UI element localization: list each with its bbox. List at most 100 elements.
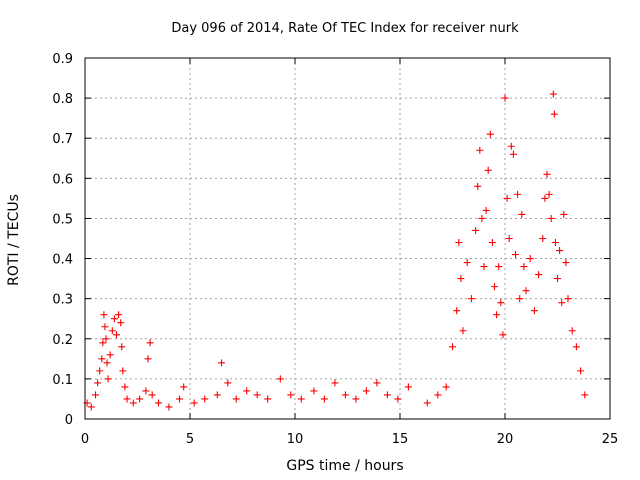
x-axis-title: GPS time / hours: [286, 458, 403, 474]
data-point: [572, 343, 580, 351]
data-point: [516, 295, 524, 303]
data-point: [488, 239, 496, 247]
data-point: [423, 399, 431, 407]
data-point: [449, 343, 456, 351]
data-point: [287, 391, 295, 399]
data-point: [142, 387, 150, 395]
y-tick-label: 0.2: [52, 333, 73, 348]
data-point: [98, 355, 106, 363]
data-point: [522, 287, 530, 295]
y-axis-title: ROTI / TECUs: [6, 194, 22, 286]
data-point: [102, 335, 110, 343]
data-point: [146, 339, 154, 347]
data-point: [310, 387, 318, 395]
data-point: [509, 150, 517, 158]
data-point: [499, 331, 507, 339]
data-point: [545, 190, 553, 198]
data-point: [474, 182, 482, 190]
data-point: [442, 383, 450, 391]
data-point: [276, 375, 284, 383]
data-point: [99, 339, 107, 347]
data-point: [453, 307, 461, 315]
data-point: [564, 295, 572, 303]
data-point: [320, 395, 328, 403]
data-point: [472, 226, 480, 234]
data-point: [176, 395, 183, 403]
data-point: [518, 210, 526, 218]
data-point: [190, 399, 198, 407]
data-point: [148, 391, 156, 399]
data-point: [121, 383, 129, 391]
data-point: [331, 379, 339, 387]
data-point: [87, 403, 95, 411]
y-tick-label: 0.4: [52, 253, 73, 268]
data-point: [110, 315, 118, 323]
data-point: [549, 90, 557, 98]
data-point: [491, 283, 498, 291]
x-tick-label: 20: [497, 432, 514, 447]
data-point: [213, 391, 221, 399]
data-point: [484, 166, 492, 174]
data-point: [526, 255, 534, 263]
data-point: [495, 263, 503, 271]
x-tick-labels: 0 5 10 15 20 25: [81, 432, 618, 447]
data-point: [480, 263, 488, 271]
data-point: [123, 395, 131, 403]
y-tick-label: 0.8: [52, 92, 73, 107]
data-point: [118, 343, 126, 351]
data-point: [520, 263, 528, 271]
data-point: [96, 367, 104, 375]
data-point: [106, 351, 114, 359]
y-tick-label: 0.9: [52, 52, 73, 67]
data-point: [404, 383, 412, 391]
chart-title: Day 096 of 2014, Rate Of TEC Index for r…: [171, 21, 519, 36]
data-point: [104, 375, 112, 383]
y-tick-label: 0.5: [52, 212, 73, 227]
data-point: [434, 391, 442, 399]
data-point: [341, 391, 349, 399]
data-point: [558, 299, 566, 307]
data-point: [577, 367, 585, 375]
data-point: [394, 395, 402, 403]
data-point: [535, 271, 543, 279]
axis-ticks: [84, 57, 611, 420]
data-point: [467, 295, 475, 303]
y-tick-labels: 0 0.1 0.2 0.3 0.4 0.5 0.6 0.7 0.8 0.9: [52, 52, 73, 428]
data-point: [201, 395, 209, 403]
data-point: [136, 395, 144, 403]
x-tick-label: 25: [602, 432, 619, 447]
x-tick-label: 5: [186, 432, 194, 447]
data-point: [514, 190, 522, 198]
data-point: [352, 395, 360, 403]
data-point: [362, 387, 370, 395]
data-point: [482, 206, 490, 214]
data-point: [383, 391, 391, 399]
y-tick-label: 0.3: [52, 293, 73, 308]
data-point: [459, 327, 467, 335]
data-point: [560, 210, 568, 218]
data-point: [493, 311, 501, 319]
y-tick-label: 0.1: [52, 373, 73, 388]
data-point: [101, 323, 109, 331]
data-point: [113, 331, 120, 339]
data-point: [165, 403, 173, 411]
data-point: [486, 130, 494, 138]
data-point: [507, 142, 515, 150]
x-tick-label: 10: [287, 432, 304, 447]
data-point: [541, 194, 549, 202]
data-point: [501, 94, 509, 102]
data-point: [218, 359, 225, 367]
data-point: [129, 399, 137, 407]
plot-frame: [84, 57, 611, 420]
data-point: [92, 391, 99, 399]
data-point: [100, 311, 108, 319]
x-tick-label: 15: [392, 432, 409, 447]
data-point: [117, 319, 125, 327]
data-point: [232, 395, 240, 403]
data-points: [83, 90, 589, 411]
data-point: [94, 379, 102, 387]
data-point: [373, 379, 381, 387]
y-tick-label: 0.6: [52, 172, 73, 187]
data-point: [243, 387, 251, 395]
